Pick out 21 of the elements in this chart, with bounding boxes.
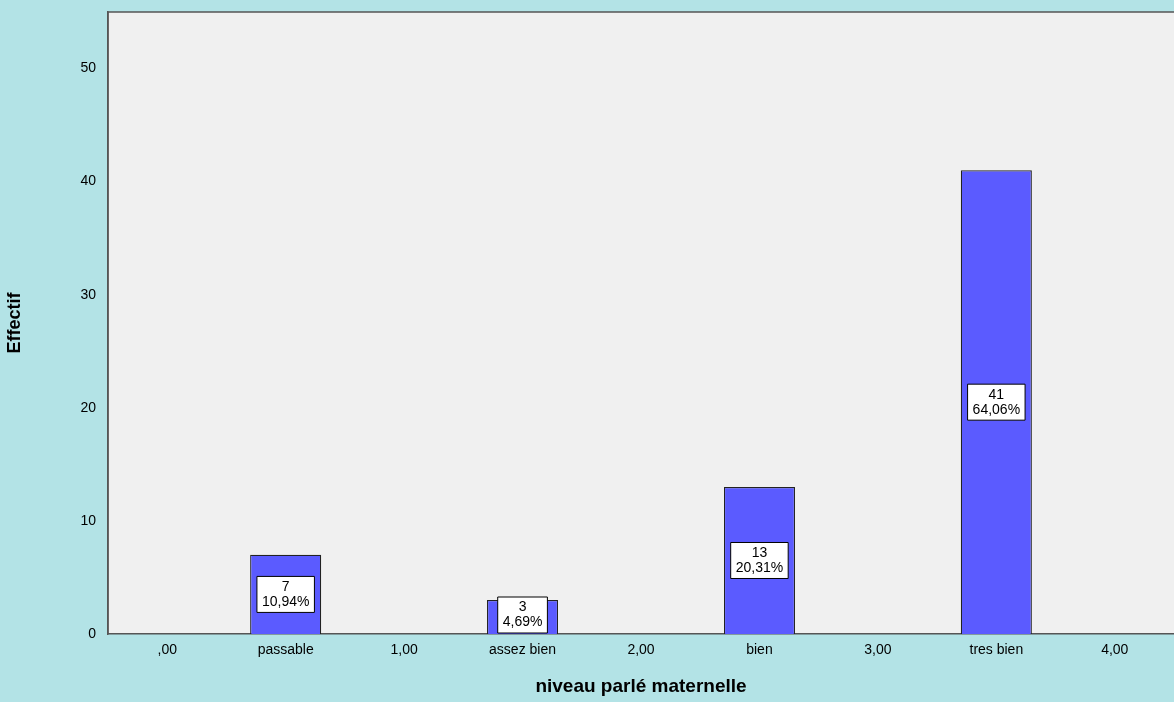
data-label: 7 10,94% <box>261 577 310 609</box>
x-tick-label: 1,00 <box>390 641 418 658</box>
y-tick-label: 40 <box>80 172 97 189</box>
data-label: 3 4,69% <box>502 598 543 630</box>
x-axis-title: niveau parlé maternelle <box>535 674 747 696</box>
x-tick-label: 2,00 <box>627 641 655 658</box>
x-tick-label: 4,00 <box>1101 641 1129 658</box>
y-tick-label: 20 <box>80 398 97 415</box>
x-tick-label: assez bien <box>489 641 557 658</box>
x-tick-label: bien <box>746 641 773 658</box>
x-tick-label: passable <box>257 641 314 658</box>
y-tick-label: 50 <box>80 59 97 76</box>
y-tick-label: 30 <box>80 285 97 302</box>
y-tick-label: 0 <box>88 624 97 641</box>
x-tick-label: 3,00 <box>864 641 892 658</box>
data-label: 13 20,31% <box>735 543 784 575</box>
x-tick-label: tres bien <box>969 641 1024 658</box>
x-tick-label: ,00 <box>157 641 178 658</box>
data-label: 41 64,06% <box>972 385 1021 417</box>
y-tick-label: 10 <box>80 511 97 528</box>
y-axis-title: Effectif <box>3 291 24 354</box>
